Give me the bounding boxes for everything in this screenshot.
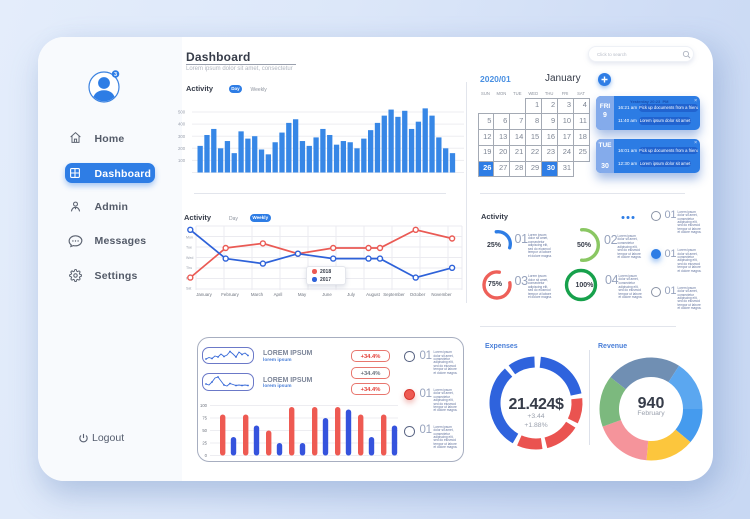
svg-text:400: 400 [178, 122, 186, 127]
svg-text:50: 50 [202, 428, 207, 433]
svg-text:Mon: Mon [186, 236, 193, 240]
svg-text:Sat: Sat [186, 287, 191, 291]
svg-text:300: 300 [178, 134, 186, 139]
svg-text:Thu: Thu [186, 266, 192, 270]
svg-text:November: November [431, 292, 452, 297]
svg-text:May: May [298, 292, 307, 297]
svg-text:June: June [322, 292, 332, 297]
svg-text:January: January [196, 292, 212, 297]
svg-text:Wed: Wed [186, 256, 193, 260]
svg-text:August: August [366, 292, 380, 297]
svg-text:200: 200 [178, 146, 186, 151]
svg-text:March: March [251, 292, 264, 297]
svg-text:October: October [410, 292, 426, 297]
svg-text:Tue: Tue [186, 246, 192, 250]
svg-text:100: 100 [178, 158, 186, 163]
svg-text:25: 25 [202, 441, 207, 446]
svg-text:100: 100 [200, 403, 208, 408]
svg-text:April: April [274, 292, 283, 297]
svg-text:July: July [347, 292, 356, 297]
svg-text:500: 500 [178, 110, 186, 115]
svg-text:75: 75 [202, 416, 207, 421]
svg-text:September: September [383, 292, 405, 297]
svg-text:0: 0 [205, 453, 208, 458]
svg-text:February: February [221, 292, 239, 297]
svg-text:3: 3 [114, 72, 117, 78]
